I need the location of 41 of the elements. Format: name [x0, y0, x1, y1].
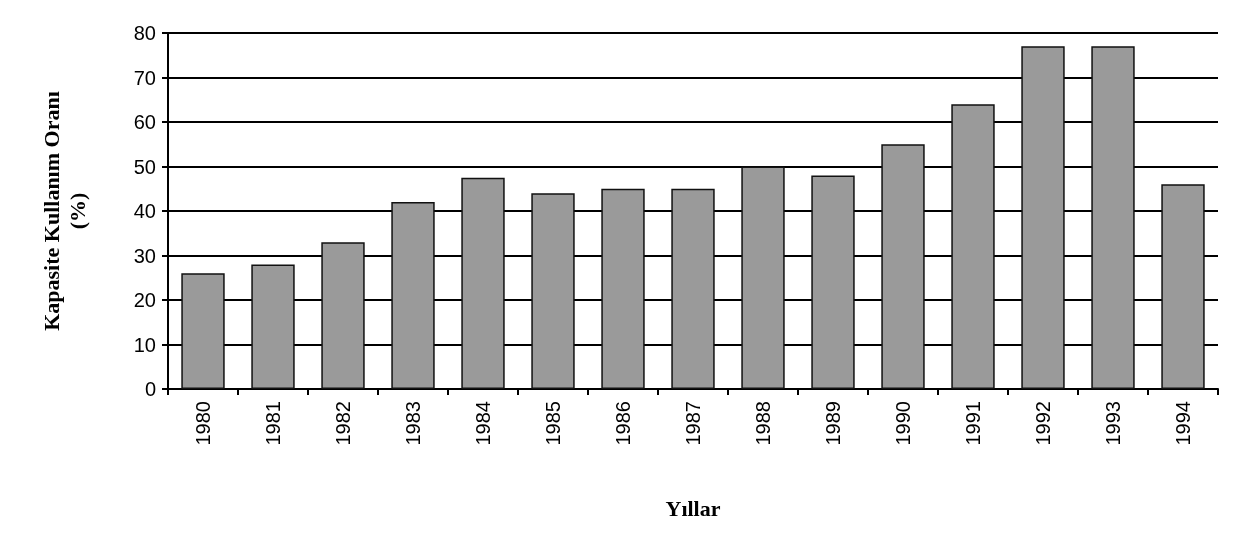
y-tick-label: 50 — [133, 155, 156, 178]
bar — [1021, 46, 1065, 389]
x-tick-label: 1989 — [822, 401, 844, 446]
y-tick-label: 70 — [133, 66, 156, 89]
x-tick-label: 1991 — [962, 401, 984, 446]
bar — [321, 242, 365, 389]
y-tick-label: 80 — [133, 22, 156, 44]
bar — [391, 202, 435, 389]
x-tick-label: 1981 — [262, 401, 284, 446]
bar — [461, 177, 505, 389]
y-tick-label: 30 — [133, 244, 156, 267]
x-tick-label: 1987 — [682, 401, 704, 446]
bar — [1091, 46, 1135, 389]
y-axis-title: Kapasite Kullanım Oranı (%) — [38, 91, 90, 331]
bar — [601, 188, 645, 389]
x-tick-label: 1983 — [402, 401, 424, 446]
bar — [951, 104, 995, 389]
x-axis-title: Yıllar — [665, 495, 721, 521]
x-tick-label: 1985 — [542, 401, 564, 446]
bar — [181, 273, 225, 389]
bar — [671, 188, 715, 389]
y-tick-label: 60 — [133, 111, 156, 133]
y-tick-label: 20 — [133, 289, 156, 311]
bar — [1161, 184, 1205, 389]
bar — [531, 193, 575, 389]
x-tick-label: 1992 — [1032, 401, 1054, 446]
bar — [881, 144, 925, 389]
y-tick-label: 0 — [144, 378, 156, 400]
bar — [741, 166, 785, 389]
x-tick-label: 1986 — [612, 401, 634, 446]
x-tick-label: 1988 — [752, 401, 774, 446]
bar — [811, 175, 855, 389]
x-tick-label: 1990 — [892, 401, 914, 446]
x-tick-label: 1984 — [472, 401, 494, 446]
x-tick-label: 1982 — [332, 401, 354, 446]
bar — [251, 264, 295, 389]
x-tick-label: 1993 — [1102, 401, 1124, 446]
x-tick-label: 1994 — [1172, 401, 1194, 446]
x-tick-label: 1980 — [192, 401, 214, 446]
y-tick-label: 40 — [133, 200, 156, 222]
y-tick-label: 10 — [133, 333, 156, 356]
